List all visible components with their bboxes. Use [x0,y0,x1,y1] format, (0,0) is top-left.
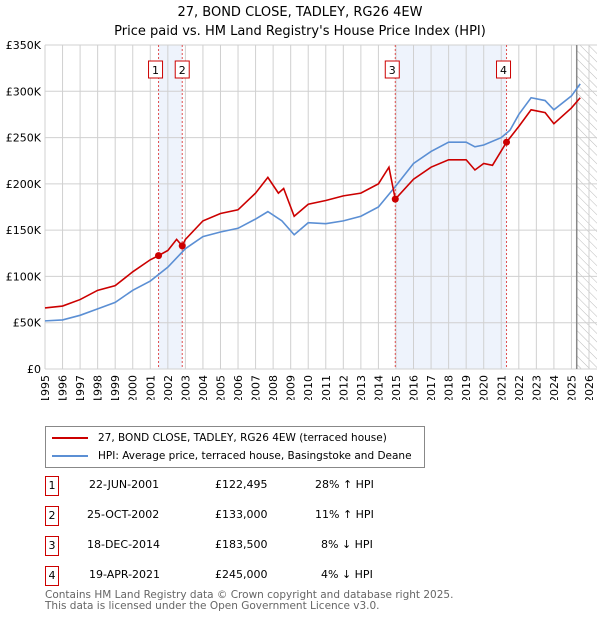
sale-marker-box [496,60,512,79]
x-tick-label: 2010 [302,375,315,400]
sale-marker-number: 4 [500,64,507,77]
chart-subtitle: Price paid vs. HM Land Registry's House … [114,24,486,39]
x-tick-label: 2025 [565,375,578,400]
hpi-line [44,83,581,322]
x-tick-label: 1998 [92,375,105,400]
sale-row: 1 22-JUN-2001 £122,495 28% ↑ HPI [45,476,445,496]
sale-date: 25-OCT-2002 [87,508,160,521]
x-tick-label: 2016 [408,375,421,400]
x-tick-label: 2005 [214,375,227,400]
legend-swatch-property [52,437,88,439]
y-tick-label: £200K [6,178,42,191]
sale-marker-number: 2 [179,64,186,77]
sale-date: 19-APR-2021 [89,568,161,581]
sale-marker-box [148,60,164,79]
footer: Contains HM Land Registry data © Crown c… [45,590,453,612]
legend-swatch-hpi [52,455,88,457]
footer-licence: This data is licensed under the Open Gov… [45,600,380,612]
x-tick-label: 2022 [513,375,526,400]
x-tick-label: 2004 [197,375,210,400]
x-tick-label: 2014 [372,375,385,400]
sale-row: 3 18-DEC-2014 £183,500 8% ↓ HPI [45,536,445,556]
x-tick-label: 2018 [443,375,456,400]
forecast-hatch [576,45,597,369]
x-tick-label: 2026 [583,375,596,400]
sale-date: 22-JUN-2001 [89,478,160,491]
x-tick-label: 2007 [250,375,263,400]
x-tick-label: 2008 [267,375,280,400]
x-tick-label: 2006 [232,375,245,400]
sale-price: £133,000 [215,508,268,521]
footer-copyright: Contains HM Land Registry data © Crown c… [45,589,454,601]
y-tick-label: £0 [27,363,41,376]
x-tick-label: 2002 [162,375,175,400]
x-tick-label: 2012 [337,375,350,400]
y-tick-label: £300K [6,85,42,98]
x-tick-label: 2024 [548,375,561,400]
sale-point [391,195,399,203]
sale-row: 4 19-APR-2021 £245,000 4% ↓ HPI [45,566,445,586]
sale-marker-label: 2 [45,506,59,526]
sale-marker-number: 1 [152,64,159,77]
sale-row: 2 25-OCT-2002 £133,000 11% ↑ HPI [45,506,445,526]
sale-price: £245,000 [215,568,268,581]
chart-title: 27, BOND CLOSE, TADLEY, RG26 4EW [177,5,423,20]
x-tick-label: 2020 [478,375,491,400]
sale-marker-label: 4 [45,566,59,586]
sale-point [503,138,511,146]
sale-period-shading [158,45,183,369]
y-tick-label: £100K [6,270,42,283]
x-tick-label: 2011 [320,375,333,400]
sale-marker-box [174,60,190,79]
sale-marker-number: 3 [389,64,396,77]
sale-price: £183,500 [215,538,268,551]
x-tick-label: 1996 [57,375,70,400]
x-tick-label: 2023 [530,375,543,400]
y-tick-label: £350K [6,39,42,52]
legend-label-property: 27, BOND CLOSE, TADLEY, RG26 4EW (terrac… [98,432,387,444]
x-tick-label: 2001 [144,375,157,400]
sale-hpi-diff: 4% ↓ HPI [321,568,373,581]
x-tick-label: 2019 [460,375,473,400]
x-tick-label: 1995 [39,375,52,400]
sale-marker-box [384,60,400,79]
legend: 27, BOND CLOSE, TADLEY, RG26 4EW (terrac… [45,426,425,468]
x-tick-label: 1997 [74,375,87,400]
sale-hpi-diff: 8% ↓ HPI [321,538,373,551]
x-tick-label: 1999 [109,375,122,400]
y-tick-label: £150K [6,224,42,237]
y-tick-label: £50K [13,317,42,330]
sale-point [155,252,163,260]
sale-price: £122,495 [215,478,268,491]
sale-point [178,242,186,250]
sale-marker-label: 3 [45,536,59,556]
sale-period-shading [395,45,507,369]
sale-date: 18-DEC-2014 [87,538,161,551]
price-chart: 1995 1996 1997 1998 1999 2000 2001 2002 2003 2004… [6,39,597,400]
x-tick-label: 2017 [425,375,438,400]
x-tick-label: 2000 [127,375,140,400]
x-tick-label: 2015 [390,375,403,400]
x-tick-label: 2003 [179,375,192,400]
y-tick-label: £250K [6,132,42,145]
sale-hpi-diff: 11% ↑ HPI [315,508,374,521]
x-tick-label: 2009 [285,375,298,400]
legend-label-hpi: HPI: Average price, terraced house, Basi… [98,450,412,462]
x-tick-label: 2021 [495,375,508,400]
sale-hpi-diff: 28% ↑ HPI [315,478,374,491]
x-tick-label: 2013 [355,375,368,400]
sale-marker-label: 1 [45,476,59,496]
